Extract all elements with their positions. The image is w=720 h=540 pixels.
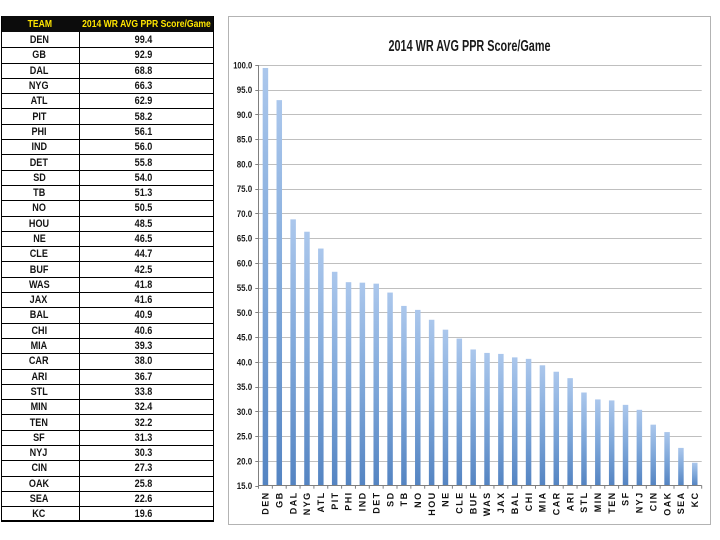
svg-text:NYJ: NYJ: [635, 492, 645, 514]
svg-text:BUF: BUF: [468, 492, 478, 515]
svg-text:65.0: 65.0: [237, 234, 253, 245]
svg-text:CAR: CAR: [551, 492, 561, 516]
svg-text:ATL: ATL: [316, 492, 326, 513]
svg-text:40.0: 40.0: [237, 357, 253, 368]
svg-text:55.0: 55.0: [237, 283, 253, 294]
svg-text:30.0: 30.0: [237, 407, 253, 418]
svg-text:15.0: 15.0: [237, 481, 253, 492]
svg-text:SD: SD: [385, 492, 395, 507]
svg-text:CIN: CIN: [648, 492, 658, 512]
svg-text:SF: SF: [621, 492, 631, 506]
svg-text:NE: NE: [441, 492, 451, 507]
svg-text:50.0: 50.0: [237, 308, 253, 319]
svg-text:STL: STL: [579, 492, 589, 513]
svg-text:95.0: 95.0: [237, 85, 253, 96]
svg-text:MIA: MIA: [538, 492, 548, 513]
svg-text:TB: TB: [399, 492, 409, 507]
svg-text:MIN: MIN: [593, 492, 603, 513]
svg-text:GB: GB: [274, 492, 284, 508]
svg-text:75.0: 75.0: [237, 184, 253, 195]
svg-text:SEA: SEA: [676, 492, 686, 515]
svg-text:TEN: TEN: [607, 492, 617, 514]
svg-text:OAK: OAK: [662, 492, 672, 516]
svg-text:JAX: JAX: [496, 492, 506, 514]
svg-text:PIT: PIT: [330, 492, 340, 510]
svg-text:ARI: ARI: [565, 492, 575, 512]
svg-text:DET: DET: [371, 492, 381, 514]
svg-text:PHI: PHI: [344, 492, 354, 511]
svg-text:IND: IND: [358, 492, 368, 512]
svg-text:85.0: 85.0: [237, 135, 253, 146]
svg-text:DEN: DEN: [261, 492, 271, 515]
svg-text:KC: KC: [690, 492, 700, 508]
svg-text:NYG: NYG: [302, 492, 312, 516]
svg-text:CHI: CHI: [524, 492, 534, 512]
svg-text:90.0: 90.0: [237, 110, 253, 121]
svg-text:BAL: BAL: [510, 492, 520, 515]
svg-text:60.0: 60.0: [237, 258, 253, 269]
svg-text:80.0: 80.0: [237, 159, 253, 170]
svg-text:70.0: 70.0: [237, 209, 253, 220]
svg-text:35.0: 35.0: [237, 382, 253, 393]
svg-text:HOU: HOU: [427, 492, 437, 516]
svg-text:2014 WR AVG PPR Score/Game: 2014 WR AVG PPR Score/Game: [389, 38, 551, 55]
svg-text:45.0: 45.0: [237, 333, 253, 344]
svg-text:25.0: 25.0: [237, 432, 253, 443]
svg-text:20.0: 20.0: [237, 456, 253, 467]
svg-text:100.0: 100.0: [233, 61, 252, 72]
svg-text:DAL: DAL: [288, 492, 298, 515]
svg-text:NO: NO: [413, 492, 423, 508]
svg-text:WAS: WAS: [482, 492, 492, 517]
svg-text:CLE: CLE: [455, 492, 465, 514]
